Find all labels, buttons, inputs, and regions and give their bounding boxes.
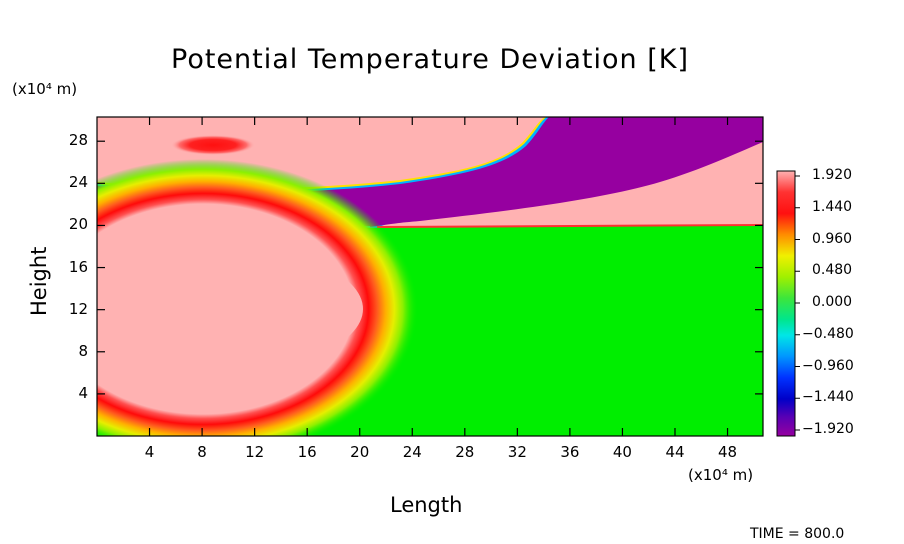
x-tick-label: 24 [402, 443, 422, 461]
colorbar-label: −1.920 [802, 421, 854, 437]
small-anomaly [171, 135, 255, 155]
x-tick-label: 36 [560, 443, 580, 461]
x-tick-label: 12 [245, 443, 265, 461]
y-tick-marks [97, 140, 763, 395]
colorbar-label: 1.920 [812, 167, 853, 183]
colorbar-label: −0.480 [802, 325, 854, 342]
x-tick-label: 44 [665, 443, 685, 461]
x-tick-label: 16 [297, 443, 317, 461]
x-tick-label: 4 [144, 443, 155, 461]
field-plot-area [97, 117, 763, 436]
colorbar-label: 0.000 [812, 294, 853, 310]
chart-title: Potential Temperature Deviation [K] [171, 44, 689, 75]
colorbar-tick-marks [795, 175, 800, 431]
y-tick-label: 24 [68, 173, 88, 192]
colorbar-label: −0.960 [802, 357, 854, 374]
x-tick-label: 28 [455, 443, 475, 461]
x-tick-marks [148, 117, 729, 436]
y-unit-label: (x10⁴ m) [12, 80, 78, 98]
x-tick-label: 20 [350, 443, 370, 461]
x-tick-label: 40 [612, 443, 632, 461]
plot-frame [96, 116, 764, 437]
x-tick-label: 48 [717, 443, 738, 461]
x-axis-label: Length [390, 493, 463, 517]
right-pink-bottom-edge [376, 224, 763, 228]
x-unit-label: (x10⁴ m) [688, 466, 754, 484]
y-tick-label: 28 [68, 131, 88, 150]
colorbar [776, 170, 796, 437]
x-tick-label: 8 [197, 443, 207, 461]
colorbar-label: 0.960 [812, 230, 853, 247]
y-tick-label: 4 [78, 383, 88, 402]
y-tick-label: 20 [68, 215, 88, 234]
colorbar-label: −1.440 [802, 389, 854, 406]
large-anomaly-core [97, 243, 363, 375]
y-tick-label: 16 [68, 257, 88, 276]
colorbar-label: 1.440 [812, 198, 853, 215]
colorbar-label: 0.480 [812, 262, 853, 279]
y-tick-label: 12 [68, 299, 88, 318]
y-tick-label: 8 [78, 341, 88, 360]
time-label: TIME = 800.0 [750, 526, 845, 542]
x-tick-label: 32 [507, 443, 527, 461]
